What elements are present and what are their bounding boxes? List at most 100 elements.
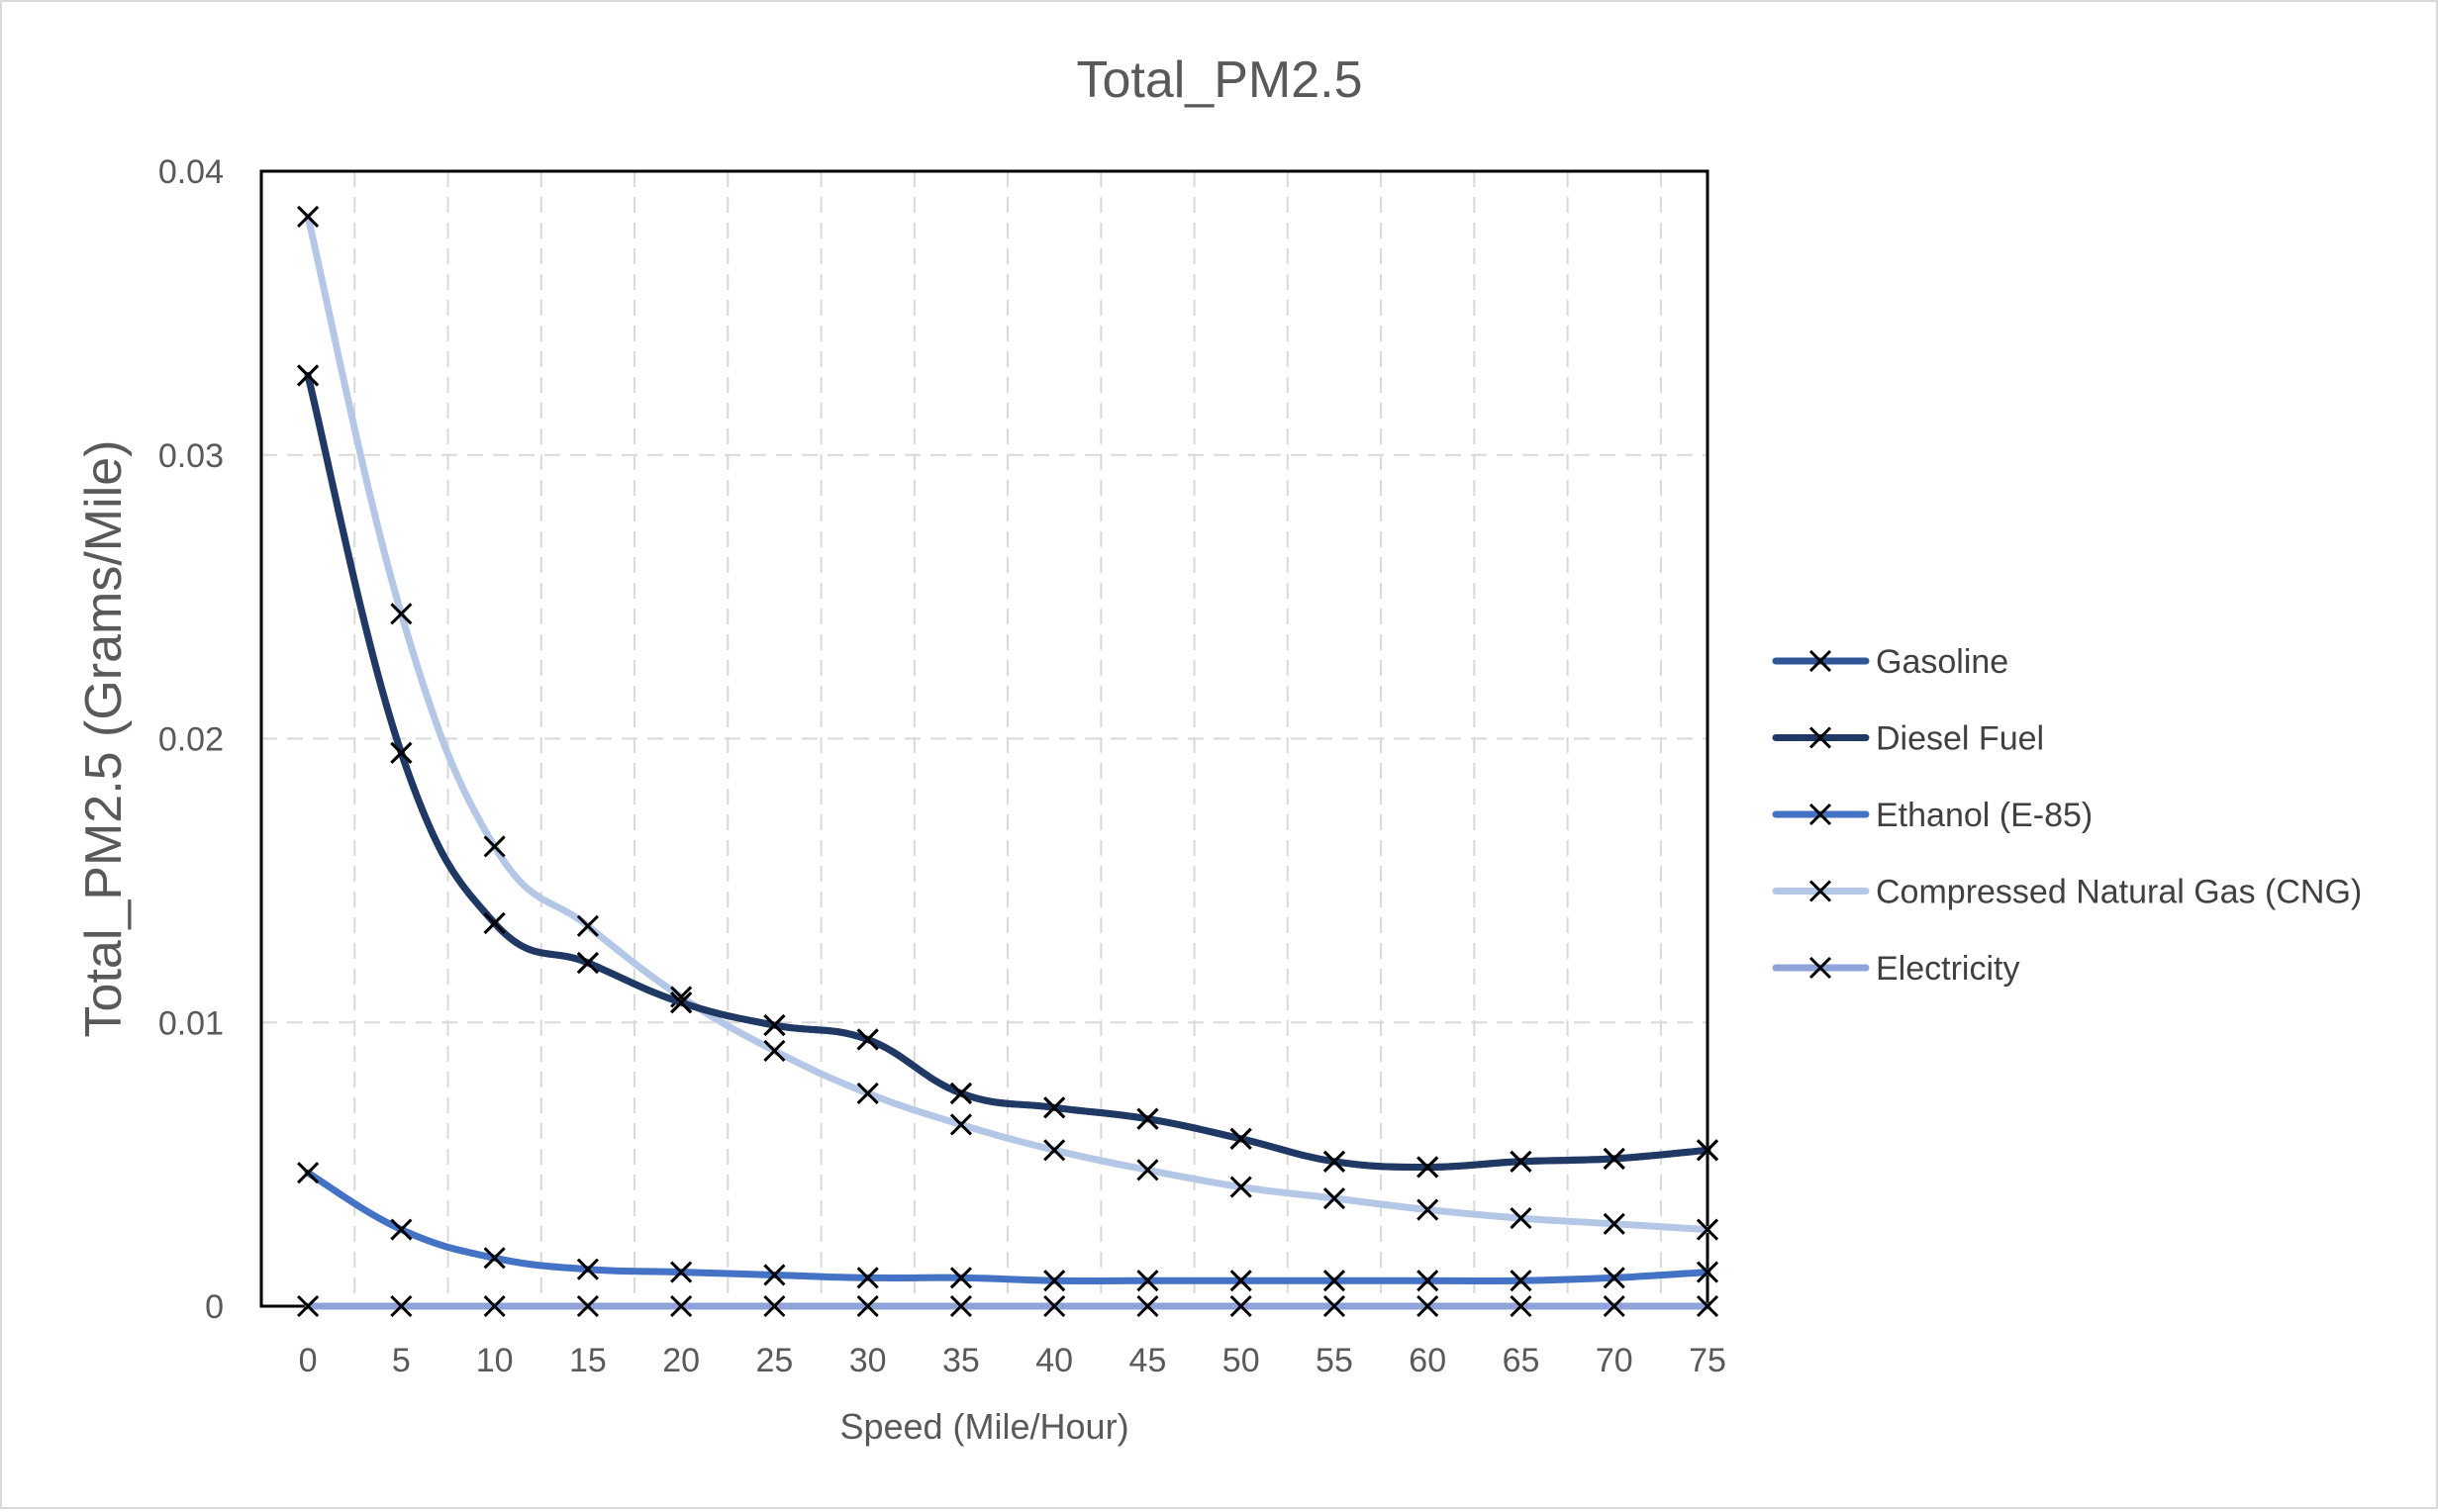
marker-stroke [949,1113,972,1136]
y-tick-label: 0.01 [158,1004,224,1042]
x-marker [1322,1186,1346,1210]
marker-stroke [1808,649,1832,673]
x-marker [1696,1261,1719,1283]
marker-stroke [1229,1127,1252,1150]
marker-stroke [1603,1147,1625,1170]
x-axis-label: Speed (Mile/Hour) [839,1406,1128,1447]
x-axis-ticks: 0 5 10 15 20 25 30 35 40 45 50 55 60 65 70 75 [299,1342,1726,1379]
marker-stroke [1510,1150,1532,1173]
x-marker [1136,1270,1159,1292]
legend-label: Compressed Natural Gas (CNG) [1876,874,2362,911]
x-tick-label: 20 [662,1342,700,1379]
x-marker [1696,1294,1719,1318]
x-marker [1229,1270,1252,1292]
marker-stroke [949,1082,972,1104]
marker-stroke [763,1039,786,1062]
x-marker [856,1082,879,1104]
x-marker [1808,726,1832,749]
marker-stroke [576,914,599,937]
y-tick-label: 0.03 [158,437,224,475]
series-ethanol-e-85 [297,1162,1719,1292]
x-marker [949,1113,972,1136]
x-marker [1416,1270,1439,1292]
marker-stroke [1229,1294,1252,1318]
series-diesel-fuel [297,364,1719,1179]
x-marker [1808,880,1832,902]
legend: Gasoline Diesel Fuel Ethanol (E-85) Compres… [1772,643,2362,988]
marker-stroke [1322,1186,1346,1210]
marker-stroke [1416,1270,1439,1292]
x-marker [763,1014,786,1037]
marker-stroke [949,1294,972,1318]
x-marker [1603,1294,1625,1318]
x-marker [1510,1294,1532,1318]
legend-label: Electricity [1876,950,2019,988]
marker-stroke [1136,1159,1159,1181]
marker-stroke [763,1294,786,1318]
x-marker [576,914,599,937]
marker-stroke [1136,1107,1159,1130]
marker-stroke [483,1294,506,1318]
legend-item-electricity: Electricity [1772,950,2019,988]
marker-stroke [390,1218,413,1241]
x-tick-label: 65 [1503,1342,1540,1379]
x-marker [1136,1294,1159,1318]
series-line-compressed-natural-gas-cng [304,213,1711,1234]
marker-stroke [483,1247,506,1270]
x-tick-label: 40 [1035,1342,1073,1379]
marker-stroke [1603,1267,1625,1289]
x-tick-label: 50 [1222,1342,1260,1379]
marker-stroke [1808,880,1832,902]
x-tick-label: 0 [299,1342,318,1379]
x-tick-label: 70 [1596,1342,1633,1379]
x-marker [1322,1150,1346,1173]
x-marker [1808,803,1832,826]
x-marker [1043,1096,1066,1119]
x-marker [1808,649,1832,673]
x-marker [856,1294,879,1318]
x-tick-label: 25 [756,1342,794,1379]
x-marker [1510,1207,1532,1230]
x-marker [670,1294,693,1318]
marker-stroke [1043,1294,1066,1318]
marker-stroke [1808,956,1832,980]
marker-stroke [763,1264,786,1286]
x-marker [1043,1139,1066,1162]
legend-item-ethanol-e-85: Ethanol (E-85) [1772,797,2093,834]
marker-stroke [1136,1294,1159,1318]
marker-stroke [670,992,693,1014]
marker-stroke [390,1294,413,1318]
x-tick-label: 10 [476,1342,514,1379]
x-marker [1043,1270,1066,1292]
x-marker [1322,1270,1346,1292]
x-tick-label: 5 [392,1342,411,1379]
marker-stroke [670,1261,693,1283]
x-marker [483,1247,506,1270]
x-marker [1510,1150,1532,1173]
marker-stroke [390,741,413,764]
x-marker [483,1294,506,1318]
x-marker [1416,1198,1439,1221]
marker-stroke [1416,1156,1439,1179]
x-marker [390,1294,413,1318]
x-marker [670,992,693,1014]
x-marker [949,1082,972,1104]
marker-stroke [670,1294,693,1318]
marker-stroke [1603,1294,1625,1318]
x-marker [1696,1218,1719,1241]
legend-label: Gasoline [1876,643,2008,681]
x-marker [390,741,413,764]
marker-stroke [1808,726,1832,749]
marker-stroke [1510,1207,1532,1230]
x-marker [1229,1294,1252,1318]
series-electricity [297,1294,1719,1318]
marker-stroke [483,911,506,934]
marker-stroke [576,1294,599,1318]
x-marker [856,1267,879,1289]
x-tick-label: 45 [1129,1342,1167,1379]
x-marker [949,1294,972,1318]
marker-stroke [297,1162,320,1184]
x-tick-label: 55 [1316,1342,1353,1379]
x-marker [390,1218,413,1241]
